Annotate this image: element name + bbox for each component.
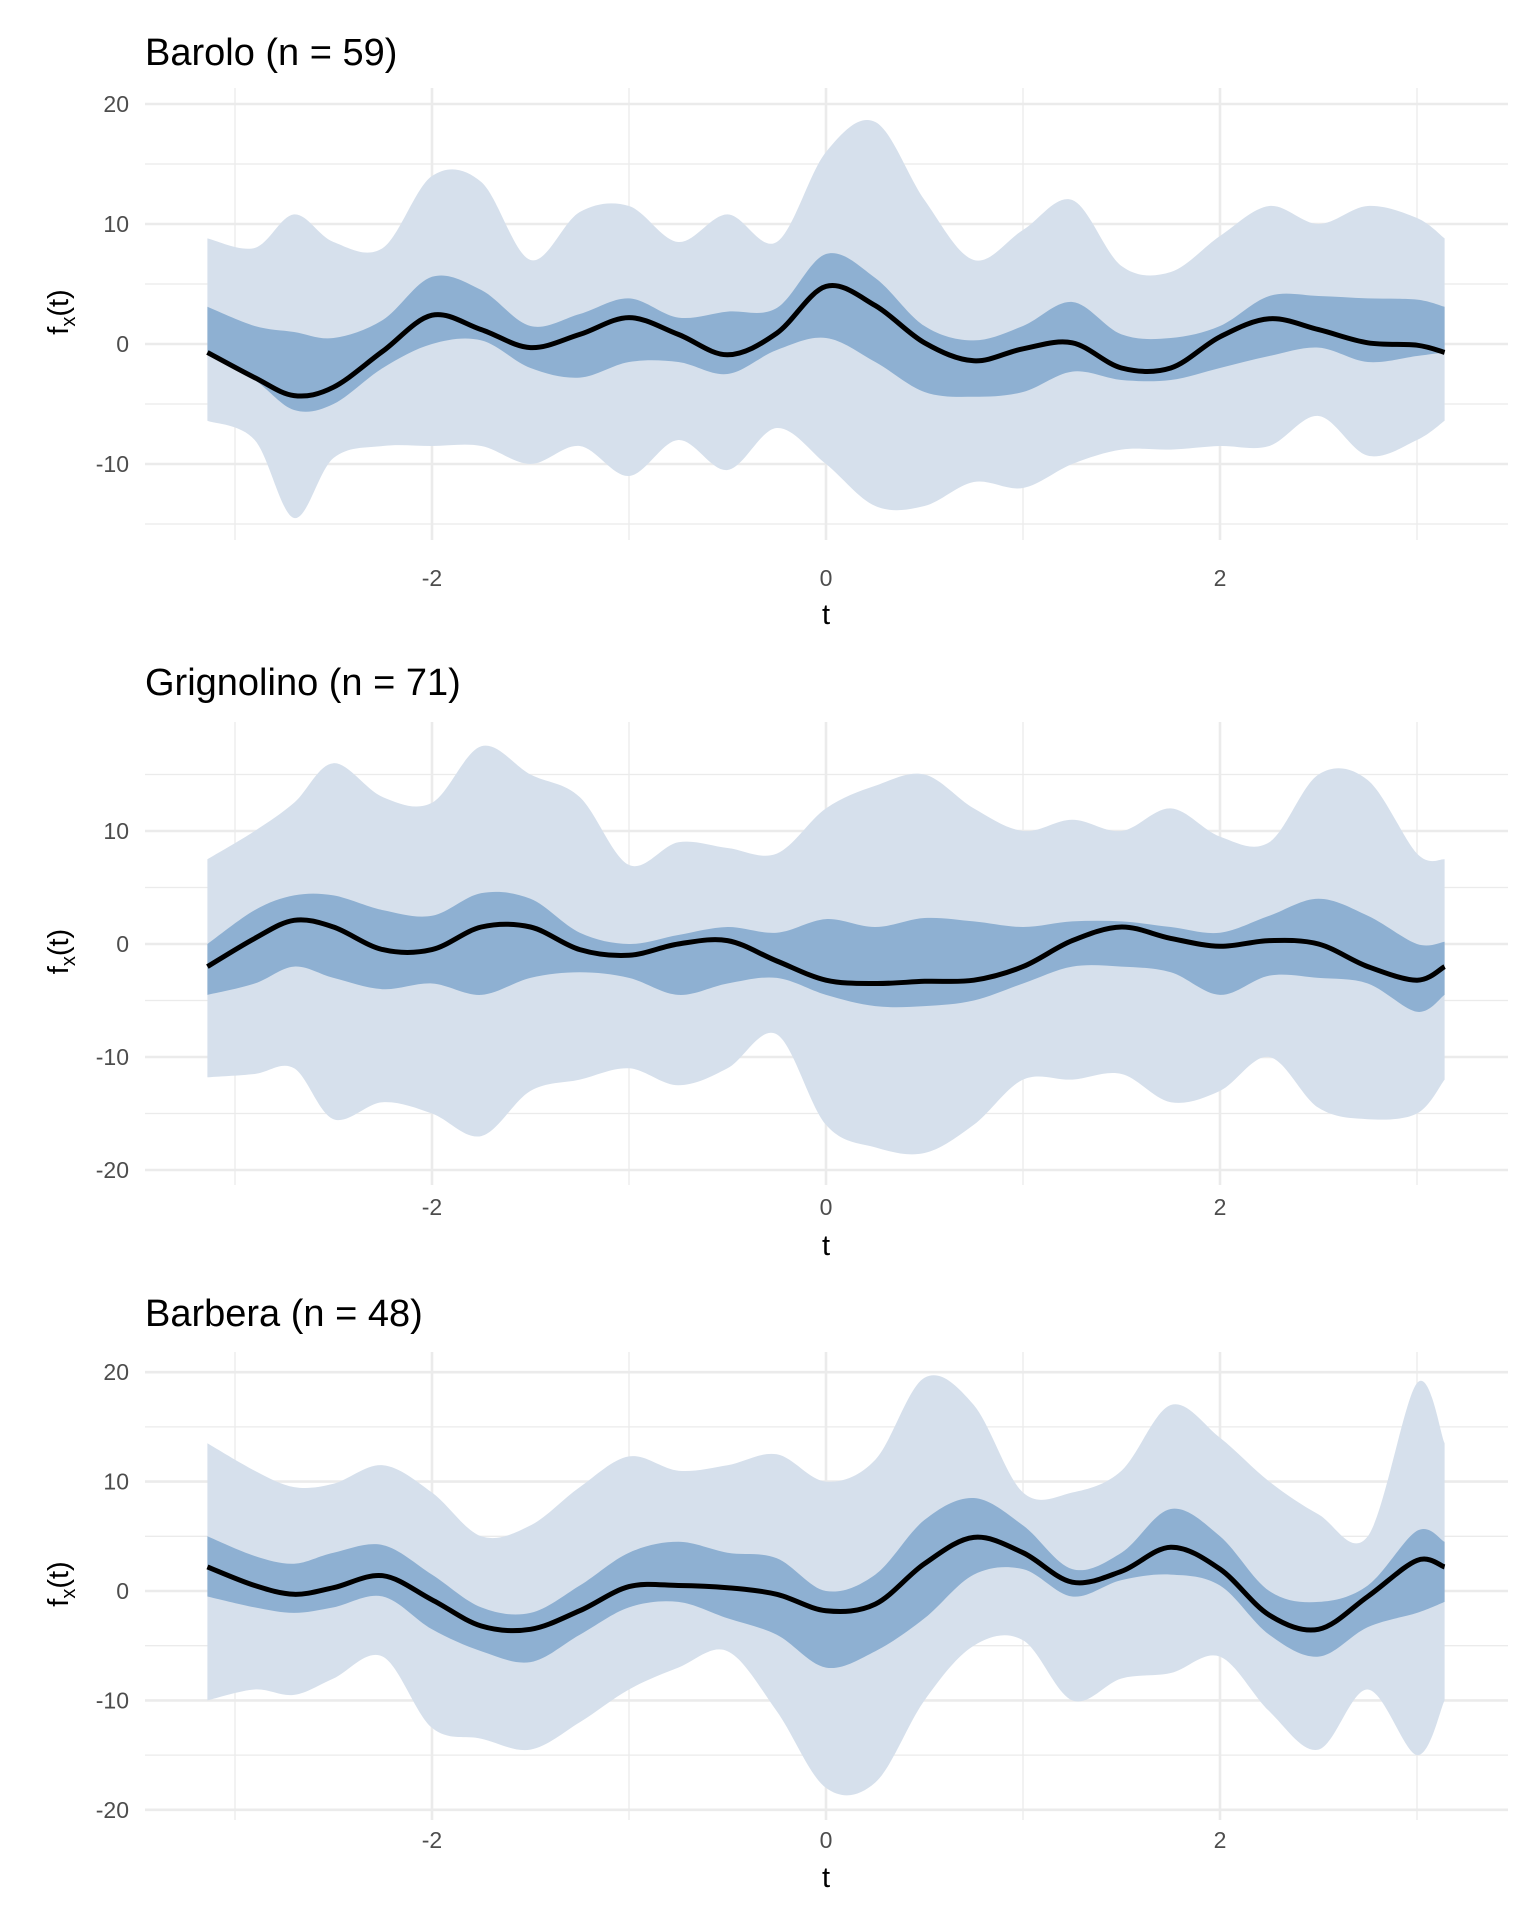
x-tick-label: 0 [820,565,833,591]
x-tick-label: 0 [820,1827,833,1853]
x-tick-label: -2 [422,1827,442,1853]
y-axis-label: fx(t) [43,289,80,334]
y-axis-label: fx(t) [43,929,80,974]
panel-title: Grignolino (n = 71) [145,662,461,704]
y-label-f: f [43,326,75,335]
panel-title: Barolo (n = 59) [145,32,397,74]
y-tick-label: 10 [103,211,129,237]
panel-title: Barbera (n = 48) [145,1293,423,1335]
y-tick-label: 0 [116,931,129,957]
x-tick-label: 2 [1214,1827,1227,1853]
outer-band [207,1375,1445,1796]
y-label-f: f [43,1598,75,1607]
y-tick-label: 0 [116,331,129,357]
y-label-suffix: (t) [43,289,75,316]
y-label-subscript: x [58,956,80,966]
x-axis-label: t [822,1230,830,1262]
x-tick-label: 0 [820,1194,833,1220]
y-tick-label: 20 [103,1359,129,1385]
y-tick-label: -10 [96,1044,129,1070]
y-tick-label: 10 [103,818,129,844]
inner-band [207,891,1445,1012]
x-tick-label: -2 [422,565,442,591]
x-axis-label: t [822,1862,830,1894]
y-tick-label: 20 [103,91,129,117]
y-axis-label: fx(t) [43,1561,80,1606]
x-axis-label: t [822,599,830,631]
y-tick-label: 0 [116,1578,129,1604]
y-label-subscript: x [58,317,80,327]
y-label-suffix: (t) [43,1561,75,1588]
x-tick-label: -2 [422,1194,442,1220]
y-label-subscript: x [58,1589,80,1599]
inner-band [207,1497,1445,1669]
y-tick-label: -20 [96,1157,129,1183]
mean-line [206,283,1446,399]
y-label-suffix: (t) [43,929,75,956]
mean-line [206,917,1446,987]
mean-line [206,1534,1446,1634]
x-tick-label: 2 [1214,1194,1227,1220]
y-tick-label: -20 [96,1797,129,1823]
y-tick-label: -10 [96,451,129,477]
y-label-f: f [43,965,75,974]
x-tick-label: 2 [1214,565,1227,591]
panel-barolo: 20 10 0 -10 -2 0 2 Barolo (n = 59) t fx(t) [43,32,1508,631]
y-tick-label: -10 [96,1687,129,1713]
y-tick-label: 10 [103,1469,129,1495]
